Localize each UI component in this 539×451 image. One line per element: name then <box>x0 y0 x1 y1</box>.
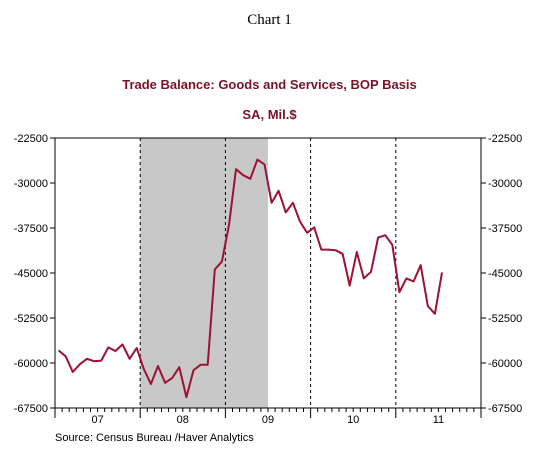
chart-number: Chart 1 <box>247 12 292 28</box>
y-tick-label-right: -30000 <box>488 178 522 190</box>
y-tick-label-left: -60000 <box>14 358 48 370</box>
x-tick-label: 09 <box>262 414 274 426</box>
y-tick-label-left: -45000 <box>14 268 48 280</box>
chart-title: Trade Balance: Goods and Services, BOP B… <box>122 77 417 92</box>
x-tick-label: 08 <box>177 414 189 426</box>
trade-balance-line <box>57 158 443 399</box>
source-note: Source: Census Bureau /Haver Analytics <box>55 432 254 444</box>
y-tick-label-right: -67500 <box>488 403 522 415</box>
recession-shade-layer <box>140 138 268 408</box>
y-tick-label-right: -60000 <box>488 358 522 370</box>
y-tick-label-right: -37500 <box>488 223 522 235</box>
y-tick-label-left: -37500 <box>14 223 48 235</box>
x-tick-label: 07 <box>91 414 103 426</box>
chart-subtitle: SA, Mil.$ <box>242 107 297 122</box>
y-tick-label-left: -67500 <box>14 403 48 415</box>
y-tick-label-left: -22500 <box>14 133 48 145</box>
y-tick-label-left: -52500 <box>14 313 48 325</box>
series-layer <box>57 158 443 399</box>
y-tick-label-right: -22500 <box>488 133 522 145</box>
recession-shade <box>140 138 268 408</box>
y-tick-label-right: -52500 <box>488 313 522 325</box>
x-tick-label: 11 <box>433 414 444 426</box>
axis-tick-layer <box>50 137 486 418</box>
x-tick-label: 10 <box>347 414 359 426</box>
y-tick-label-right: -45000 <box>488 268 522 280</box>
axis-label-layer: -22500 -22500 -30000 -30000 -37500 -37500 -450… <box>14 133 523 426</box>
y-tick-label-left: -30000 <box>14 178 48 190</box>
